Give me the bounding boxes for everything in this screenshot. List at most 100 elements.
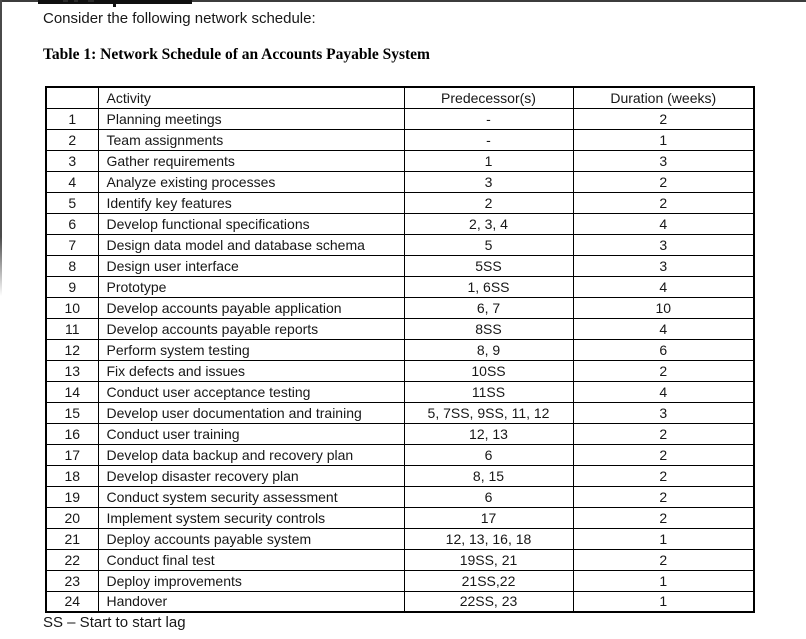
- clipped-heading-fragment: [63, 0, 68, 2]
- table-row: 15 Develop user documentation and trainin…: [45, 401, 755, 424]
- predecessor-cell: -: [403, 128, 574, 151]
- activity-cell: Deploy improvements: [97, 569, 405, 592]
- row-number-cell: 9: [45, 275, 99, 298]
- predecessor-cell: 11SS: [403, 380, 574, 403]
- row-number-cell: 12: [45, 338, 99, 361]
- duration-cell: 10: [572, 296, 755, 319]
- table-row: 17 Develop data backup and recovery plan 6…: [45, 443, 755, 466]
- clipped-heading-fragment: [113, 0, 116, 7]
- activity-cell: Perform system testing: [97, 338, 405, 361]
- activity-cell: Develop accounts payable application: [97, 296, 405, 319]
- activity-cell: Gather requirements: [97, 149, 405, 172]
- predecessor-cell: 8SS: [403, 317, 574, 340]
- table-title: Table 1: Network Schedule of an Accounts…: [43, 46, 430, 63]
- duration-cell: 2: [572, 464, 755, 487]
- header-duration: Duration (weeks): [572, 86, 755, 109]
- duration-cell: 2: [572, 506, 755, 529]
- table-row: 11 Develop accounts payable reports 8SS 4: [45, 317, 755, 340]
- row-number-cell: 16: [45, 422, 99, 445]
- predecessor-cell: 1, 6SS: [403, 275, 574, 298]
- row-number-cell: 15: [45, 401, 99, 424]
- cropped-top-edge: [0, 0, 806, 2]
- activity-cell: Implement system security controls: [97, 506, 405, 529]
- activity-cell: Develop functional specifications: [97, 212, 405, 235]
- row-number-cell: 13: [45, 359, 99, 382]
- duration-cell: 1: [572, 128, 755, 151]
- predecessor-cell: 12, 13, 16, 18: [403, 527, 574, 550]
- table-row: 19 Conduct system security assessment 6 2: [45, 485, 755, 508]
- activity-cell: Design user interface: [97, 254, 405, 277]
- predecessor-cell: 3: [403, 170, 574, 193]
- activity-cell: Planning meetings: [97, 107, 405, 130]
- table-row: 20 Implement system security controls 17 2: [45, 506, 755, 529]
- activity-cell: Conduct final test: [97, 548, 405, 571]
- row-number-cell: 8: [45, 254, 99, 277]
- predecessor-cell: 5, 7SS, 9SS, 11, 12: [403, 401, 574, 424]
- row-number-cell: 22: [45, 548, 99, 571]
- predecessor-cell: 5: [403, 233, 574, 256]
- duration-cell: 2: [572, 548, 755, 571]
- table-row: 1 Planning meetings -2: [45, 107, 755, 130]
- activity-cell: Develop user documentation and training: [97, 401, 405, 424]
- duration-cell: 3: [572, 149, 755, 172]
- predecessor-cell: 2: [403, 191, 574, 214]
- table-row: 6 Develop functional specifications 2, 3, …: [45, 212, 755, 235]
- row-number-cell: 7: [45, 233, 99, 256]
- row-number-cell: 11: [45, 317, 99, 340]
- predecessor-cell: 8, 15: [403, 464, 574, 487]
- row-number-cell: 18: [45, 464, 99, 487]
- table-row: 16 Conduct user training 12, 13 2: [45, 422, 755, 445]
- duration-cell: 6: [572, 338, 755, 361]
- predecessor-cell: 8, 9: [403, 338, 574, 361]
- duration-cell: 2: [572, 107, 755, 130]
- activity-cell: Design data model and database schema: [97, 233, 405, 256]
- activity-cell: Team assignments: [97, 128, 405, 151]
- row-number-cell: 6: [45, 212, 99, 235]
- activity-cell: Prototype: [97, 275, 405, 298]
- table-row: 5 Identify key features 2 2: [45, 191, 755, 214]
- table-row: 24 Handover 22SS, 23 1: [45, 590, 755, 613]
- table-row: 13 Fix defects and issues 10SS 2: [45, 359, 755, 382]
- row-number-cell: 21: [45, 527, 99, 550]
- header-activity: Activity: [97, 86, 405, 109]
- duration-cell: 4: [572, 380, 755, 403]
- clipped-heading-fragment: [88, 0, 94, 2]
- predecessor-cell: 6: [403, 485, 574, 508]
- header-row-number: [45, 86, 99, 109]
- row-number-cell: 2: [45, 128, 99, 151]
- row-number-cell: 5: [45, 191, 99, 214]
- activity-cell: Develop disaster recovery plan: [97, 464, 405, 487]
- header-predecessors: Predecessor(s): [403, 86, 574, 109]
- predecessor-cell: 6: [403, 443, 574, 466]
- predecessor-cell: 1: [403, 149, 574, 172]
- intro-text: Consider the following network schedule:: [43, 10, 316, 27]
- duration-cell: 2: [572, 359, 755, 382]
- table-header-row: Activity Predecessor(s) Duration (weeks): [45, 86, 755, 109]
- table-row: 23 Deploy improvements 21SS,22 1: [45, 569, 755, 592]
- duration-cell: 4: [572, 212, 755, 235]
- table-row: 22 Conduct final test 19SS, 21 2: [45, 548, 755, 571]
- predecessor-cell: -: [403, 107, 574, 130]
- activity-cell: Conduct user training: [97, 422, 405, 445]
- row-number-cell: 4: [45, 170, 99, 193]
- table-row: 8 Design user interface 5SS 3: [45, 254, 755, 277]
- table-row: 10 Develop accounts payable application 6,…: [45, 296, 755, 319]
- predecessor-cell: 22SS, 23: [403, 590, 574, 613]
- duration-cell: 2: [572, 443, 755, 466]
- cropped-left-edge: [0, 0, 2, 296]
- clipped-heading-fragment: [74, 0, 78, 2]
- duration-cell: 1: [572, 590, 755, 613]
- row-number-cell: 10: [45, 296, 99, 319]
- table-row: 7 Design data model and database schema 5 3: [45, 233, 755, 256]
- duration-cell: 3: [572, 233, 755, 256]
- duration-cell: 2: [572, 422, 755, 445]
- duration-cell: 2: [572, 485, 755, 508]
- row-number-cell: 23: [45, 569, 99, 592]
- table-row: 18 Develop disaster recovery plan 8, 15 2: [45, 464, 755, 487]
- schedule-table-body: 1 Planning meetings -2 2 Team assignments -1 3…: [45, 107, 755, 613]
- table-row: 4 Analyze existing processes 3 2: [45, 170, 755, 193]
- duration-cell: 2: [572, 191, 755, 214]
- activity-cell: Conduct system security assessment: [97, 485, 405, 508]
- activity-cell: Identify key features: [97, 191, 405, 214]
